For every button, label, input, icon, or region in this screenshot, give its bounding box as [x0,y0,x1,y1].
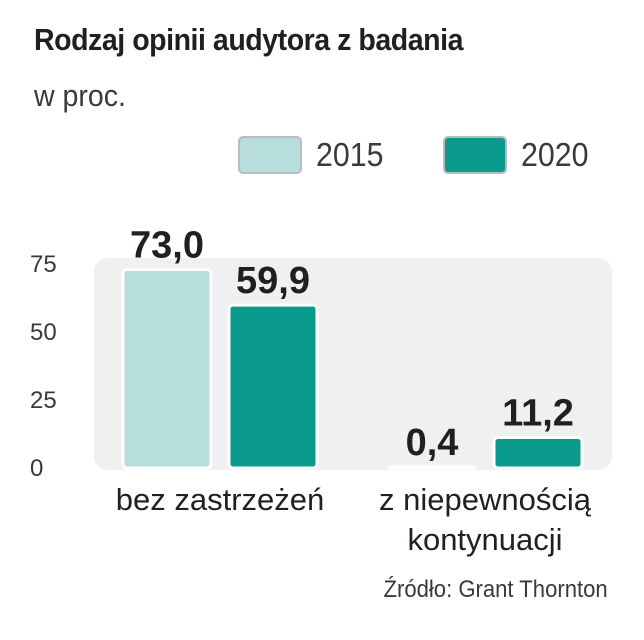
bar-2015-1 [121,267,213,470]
y-tick-label: 50 [30,319,57,346]
category-label: z niepewnością [379,482,592,517]
legend-item-2015: 2015 [238,136,389,174]
legend-swatch-2015 [238,136,302,174]
legend-label-2020: 2020 [521,136,589,173]
category-label: kontynuacji [407,522,562,557]
legend-label-2015: 2015 [316,136,384,173]
legend-swatch-2020 [443,136,507,174]
category-label: bez zastrzeżeń [116,482,325,517]
data-label-2020-2: 11,2 [502,393,574,435]
chart-subtitle: w proc. [34,78,126,113]
plot-background [94,258,612,470]
source-note: Źródło: Grant Thornton [383,576,608,603]
bar-2020-2 [492,436,584,470]
y-tick-label: 75 [30,251,57,278]
data-label-2020-1: 59,9 [236,260,310,302]
data-label-2015-2: 0,4 [406,422,459,464]
bar-2015-2 [386,465,478,470]
chart-title: Rodzaj opinii audytora z badania [34,22,463,57]
y-tick-label: 0 [30,455,43,482]
legend-item-2020: 2020 [443,136,594,174]
bar-2020-1 [227,303,319,470]
data-label-2015-1: 73,0 [130,224,204,266]
y-tick-label: 25 [30,387,57,414]
